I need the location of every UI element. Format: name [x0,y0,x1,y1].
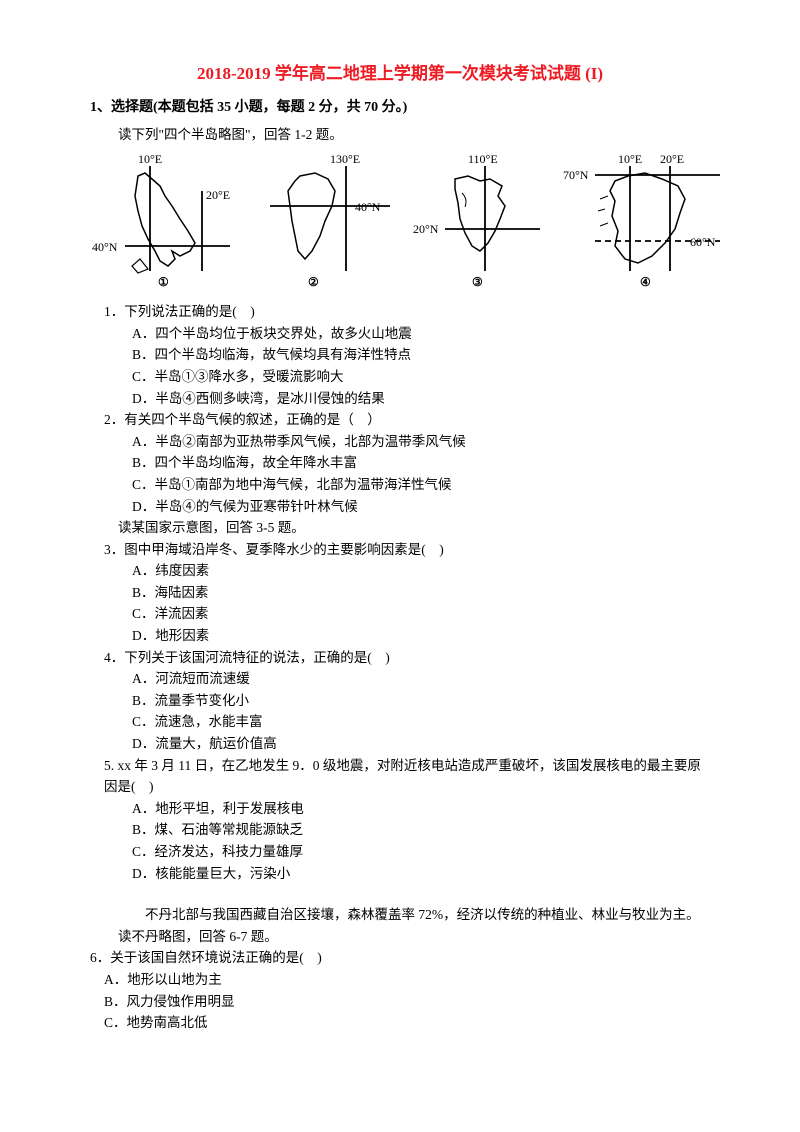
q4-opt-d: D．流量大，航运价值高 [132,733,710,755]
diagram-label: 40°N [92,240,118,254]
page-title: 2018-2019 学年高二地理上学期第一次模块考试试题 (I) [90,60,710,87]
q6-opt-c: C．地势南高北低 [104,1012,710,1034]
q1-opt-a: A．四个半岛均位于板块交界处，故多火山地震 [132,323,710,345]
diagram-label: 10°E [138,152,162,166]
q5-opt-c: C．经济发达，科技力量雄厚 [132,841,710,863]
intro-q1-2: 读下列"四个半岛略图"，回答 1-2 题。 [118,124,710,146]
q1-opt-d: D．半岛④西侧多峡湾，是冰川侵蚀的结果 [132,388,710,410]
q1-stem: 1．下列说法正确的是( ) [104,301,710,323]
diagram-label: 10°E [618,152,642,166]
q4-opt-a: A．河流短而流速缓 [132,668,710,690]
diagram-label: 20°N [413,222,439,236]
q2-opt-c: C．半岛①南部为地中海气候，北部为温带海洋性气候 [132,474,710,496]
diagram-circled-label: ② [308,275,319,289]
q3-opt-a: A．纬度因素 [132,560,710,582]
q3-opt-b: B．海陆因素 [132,582,710,604]
four-peninsulas-diagram: 10°E 20°E 40°N ① 130°E 40°N ② 110°E 20°N… [90,151,710,291]
q6-opt-b: B．风力侵蚀作用明显 [104,991,710,1013]
q2-opt-b: B．四个半岛均临海，故全年降水丰富 [132,452,710,474]
q5-opt-b: B．煤、石油等常规能源缺乏 [132,819,710,841]
q4-stem: 4．下列关于该国河流特征的说法，正确的是( ) [104,647,710,669]
q6-stem: 6．关于该国自然环境说法正确的是( ) [90,947,710,969]
diagram-label: 130°E [330,152,360,166]
diagram-circled-label: ③ [472,275,483,289]
q5-stem: 5. xx 年 3 月 11 日，在乙地发生 9．0 级地震，对附近核电站造成严… [104,755,710,798]
map-panel-4: 10°E 20°E 70°N 60°N ④ [560,151,730,291]
q2-opt-d: D．半岛④的气候为亚寒带针叶林气候 [132,496,710,518]
q3-opt-c: C．洋流因素 [132,603,710,625]
map-panel-3: 110°E 20°N ③ [410,151,550,291]
section-1-header: 1、选择题(本题包括 35 小题，每题 2 分，共 70 分。) [90,97,710,119]
intro-q6-7: 不丹北部与我国西藏自治区接壤，森林覆盖率 72%，经济以传统的种植业、林业与牧业… [118,904,710,947]
diagram-label: 60°N [690,235,716,249]
q2-stem: 2．有关四个半岛气候的叙述，正确的是（ ） [104,409,710,431]
intro-q3-5: 读某国家示意图，回答 3-5 题。 [118,517,710,539]
q3-opt-d: D．地形因素 [132,625,710,647]
map-panel-2: 130°E 40°N ② [250,151,400,291]
q2-opt-a: A．半岛②南部为亚热带季风气候，北部为温带季风气候 [132,431,710,453]
diagram-circled-label: ① [158,275,169,289]
diagram-label: 40°N [355,200,381,214]
q1-opt-c: C．半岛①③降水多，受暖流影响大 [132,366,710,388]
diagram-label: 20°E [206,188,230,202]
q4-opt-b: B．流量季节变化小 [132,690,710,712]
q5-opt-a: A．地形平坦，利于发展核电 [132,798,710,820]
q6-opt-a: A．地形以山地为主 [104,969,710,991]
q5-opt-d: D．核能能量巨大，污染小 [132,863,710,885]
diagram-label: 70°N [563,168,589,182]
q1-opt-b: B．四个半岛均临海，故气候均具有海洋性特点 [132,344,710,366]
q3-stem: 3．图中甲海域沿岸冬、夏季降水少的主要影响因素是( ) [104,539,710,561]
diagram-label: 20°E [660,152,684,166]
diagram-circled-label: ④ [640,275,651,289]
map-panel-1: 10°E 20°E 40°N ① [90,151,240,291]
spacer [90,884,710,904]
diagram-label: 110°E [468,152,498,166]
q4-opt-c: C．流速急，水能丰富 [132,711,710,733]
